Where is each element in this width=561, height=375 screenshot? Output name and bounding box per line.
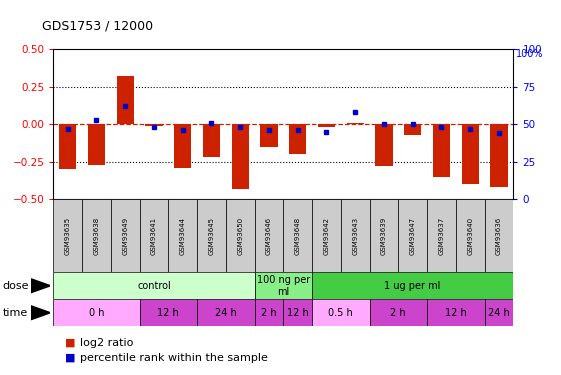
Text: 12 h: 12 h: [445, 308, 467, 318]
Bar: [312, 272, 513, 299]
Bar: [318, 124, 335, 127]
Bar: [289, 124, 306, 154]
FancyBboxPatch shape: [226, 199, 255, 272]
Bar: [197, 299, 255, 326]
Bar: [260, 124, 278, 147]
Bar: [59, 124, 76, 169]
Bar: [404, 124, 421, 135]
Text: dose: dose: [3, 281, 29, 291]
Text: GSM93638: GSM93638: [94, 217, 99, 255]
FancyBboxPatch shape: [427, 199, 456, 272]
Text: GDS1753 / 12000: GDS1753 / 12000: [42, 19, 153, 32]
FancyBboxPatch shape: [140, 199, 168, 272]
Bar: [255, 272, 312, 299]
Text: 2 h: 2 h: [261, 308, 277, 318]
Bar: [255, 299, 283, 326]
Text: 12 h: 12 h: [158, 308, 179, 318]
Text: percentile rank within the sample: percentile rank within the sample: [80, 353, 268, 363]
Text: GSM93635: GSM93635: [65, 217, 71, 255]
Text: GSM93645: GSM93645: [209, 217, 214, 255]
FancyBboxPatch shape: [370, 199, 398, 272]
Bar: [53, 272, 255, 299]
Bar: [283, 299, 312, 326]
FancyBboxPatch shape: [485, 199, 513, 272]
FancyBboxPatch shape: [53, 199, 82, 272]
Text: 0.5 h: 0.5 h: [328, 308, 353, 318]
Bar: [53, 299, 140, 326]
Bar: [88, 124, 105, 165]
Bar: [462, 124, 479, 184]
FancyBboxPatch shape: [312, 199, 341, 272]
Text: time: time: [3, 308, 28, 318]
Text: GSM93644: GSM93644: [180, 217, 186, 255]
Polygon shape: [31, 306, 50, 320]
FancyBboxPatch shape: [341, 199, 370, 272]
Text: 2 h: 2 h: [390, 308, 406, 318]
Text: 0 h: 0 h: [89, 308, 104, 318]
Bar: [375, 124, 393, 166]
FancyBboxPatch shape: [398, 199, 427, 272]
Bar: [490, 124, 508, 187]
Text: GSM93641: GSM93641: [151, 217, 157, 255]
Text: GSM93639: GSM93639: [381, 217, 387, 255]
FancyBboxPatch shape: [255, 199, 283, 272]
Text: GSM93643: GSM93643: [352, 217, 358, 255]
Text: ■: ■: [65, 353, 75, 363]
Text: 1 ug per ml: 1 ug per ml: [384, 281, 441, 291]
Bar: [174, 124, 191, 168]
Bar: [370, 299, 427, 326]
Text: GSM93647: GSM93647: [410, 217, 416, 255]
Text: GSM93646: GSM93646: [266, 217, 272, 255]
Text: control: control: [137, 281, 171, 291]
Text: log2 ratio: log2 ratio: [80, 338, 134, 348]
FancyBboxPatch shape: [283, 199, 312, 272]
Bar: [347, 123, 364, 124]
FancyBboxPatch shape: [168, 199, 197, 272]
FancyBboxPatch shape: [82, 199, 111, 272]
Text: 100 ng per
ml: 100 ng per ml: [257, 275, 310, 297]
Text: GSM93642: GSM93642: [324, 217, 329, 255]
Text: GSM93636: GSM93636: [496, 217, 502, 255]
Text: 24 h: 24 h: [488, 308, 510, 318]
FancyBboxPatch shape: [111, 199, 140, 272]
Bar: [140, 299, 197, 326]
Text: GSM93650: GSM93650: [237, 217, 243, 255]
Polygon shape: [31, 279, 50, 293]
FancyBboxPatch shape: [456, 199, 485, 272]
FancyBboxPatch shape: [197, 199, 226, 272]
Text: GSM93648: GSM93648: [295, 217, 301, 255]
Bar: [232, 124, 249, 189]
Text: GSM93637: GSM93637: [439, 217, 444, 255]
Bar: [145, 124, 163, 126]
Text: GSM93640: GSM93640: [467, 217, 473, 255]
Text: 100%: 100%: [516, 49, 544, 59]
Text: GSM93649: GSM93649: [122, 217, 128, 255]
Bar: [433, 124, 450, 177]
Text: ■: ■: [65, 338, 75, 348]
Bar: [312, 299, 370, 326]
Bar: [117, 76, 134, 124]
Bar: [485, 299, 513, 326]
Text: 12 h: 12 h: [287, 308, 309, 318]
Bar: [203, 124, 220, 157]
Text: 24 h: 24 h: [215, 308, 237, 318]
Bar: [427, 299, 485, 326]
